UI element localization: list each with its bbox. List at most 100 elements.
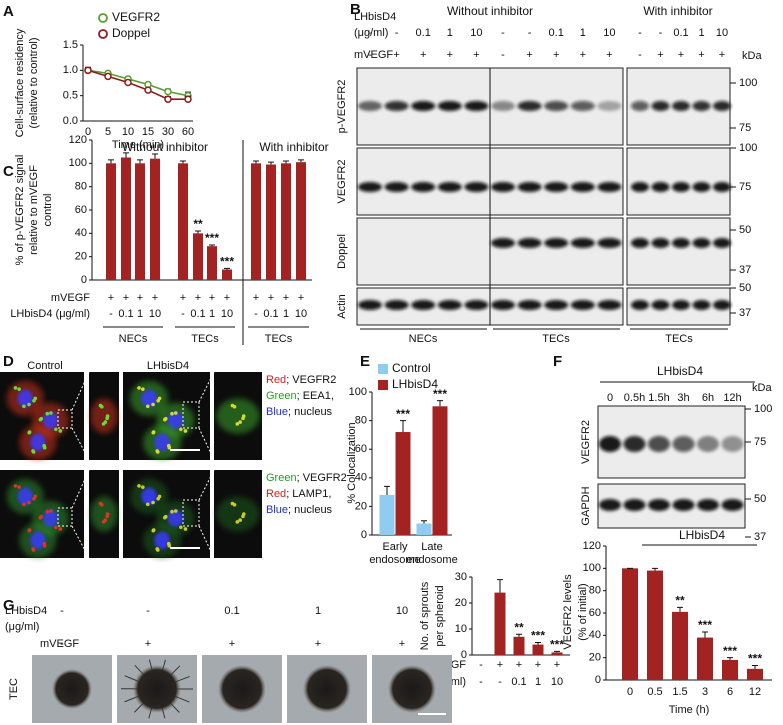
y-axis-label: % Colocalization: [346, 422, 358, 503]
bar: [150, 158, 160, 280]
error-bar: [421, 520, 427, 524]
channel-target: ; LAMP1,: [286, 488, 331, 500]
x-tick-label: 1: [283, 308, 289, 320]
vesicle: [58, 527, 63, 531]
lane-label: 6h: [702, 392, 714, 404]
channel-target: ; VEGFR2: [297, 472, 347, 484]
micrograph-content: [6, 380, 69, 460]
bar: [494, 592, 506, 655]
lane-label: +: [580, 49, 586, 61]
x-tick-label: 10: [149, 308, 161, 320]
header-label: LHbisD4: [679, 528, 725, 542]
bar: [379, 494, 395, 535]
blot-label: Doppel: [336, 234, 348, 269]
blot-label: VEGFR2: [336, 159, 348, 203]
lane-label: 3h: [677, 392, 689, 404]
error-bar: [497, 579, 503, 593]
kda-marker: 100: [754, 403, 772, 415]
channel-legend: Blue; nucleus: [266, 504, 333, 516]
kda-label: kDa: [742, 50, 762, 62]
blot: [597, 405, 746, 479]
x-tick-label: 12: [749, 686, 761, 698]
lane-label: +: [698, 49, 704, 61]
channel-color: Blue: [266, 406, 288, 418]
zoom-box: [182, 401, 200, 429]
lane-label: -: [638, 49, 642, 61]
error-bar: [400, 420, 406, 433]
error-bar: [516, 633, 522, 637]
vesicle: [105, 416, 109, 421]
bar: [513, 636, 525, 655]
band: [692, 101, 711, 111]
nucleus: [154, 531, 170, 550]
row-label: LHbisD4 (μg/ml): [10, 308, 90, 320]
band: [597, 238, 622, 248]
row-value: +: [137, 292, 143, 304]
x-tick-label: 0: [85, 126, 91, 138]
band: [672, 300, 690, 310]
lane-label: 1: [447, 27, 453, 39]
vesicle: [100, 404, 104, 409]
channel-legend: Green; EEA1,: [266, 390, 334, 402]
error-bar: [209, 244, 215, 247]
vesicle: [105, 514, 109, 519]
bar: [722, 659, 738, 680]
y-tick-label: 0: [461, 649, 467, 661]
column-value: +: [229, 638, 235, 650]
x-tick-label: 6: [727, 686, 733, 698]
vesicle: [137, 484, 141, 488]
point: [104, 72, 112, 81]
vesicle: [167, 445, 172, 450]
panel-letter: C: [3, 163, 14, 180]
vesicle: [173, 411, 178, 415]
lane-label: 10: [470, 27, 482, 39]
vesicle: [42, 543, 47, 548]
vesicle: [238, 420, 242, 424]
error-bar: [152, 153, 158, 159]
y-tick-label: 120: [69, 134, 87, 146]
significance-label: ***: [698, 618, 712, 632]
band: [692, 182, 711, 192]
bar: [532, 644, 544, 655]
band: [384, 101, 409, 111]
point: [184, 95, 192, 103]
lane-label: +: [420, 49, 426, 61]
band: [651, 182, 670, 192]
x-tick-label: 0.5: [647, 686, 662, 698]
channel-color: Green: [266, 472, 297, 484]
x-axis-label: Time (h): [669, 704, 710, 716]
x-tick-label: 1.5: [672, 686, 687, 698]
error-bar: [727, 657, 733, 660]
blot: [626, 147, 731, 216]
vesicle: [173, 509, 178, 513]
lane-label: -: [528, 27, 532, 39]
vesicle: [155, 449, 159, 453]
micrograph-content: [90, 398, 118, 434]
row-label: LHbisD4: [5, 605, 47, 617]
error-bar: [195, 230, 201, 234]
band: [672, 101, 690, 111]
nucleus: [42, 509, 58, 528]
x-tick-label: 0.1: [263, 308, 278, 320]
spheroid: [52, 669, 92, 709]
kda-marker: 37: [739, 264, 751, 276]
significance-label: ***: [433, 387, 447, 401]
vesicle: [17, 387, 21, 391]
lane-label: 0.1: [673, 27, 688, 39]
y-tick-label: 100: [583, 562, 601, 574]
panel-letter: F: [553, 353, 562, 370]
blot-label: Actin: [336, 294, 348, 318]
lane-label: +: [553, 49, 559, 61]
channel-target: ; VEGFR2: [286, 374, 336, 386]
y-tick-label: 80: [75, 181, 87, 193]
x-tick-label: Early endosome: [369, 541, 420, 566]
channel-color: Green: [266, 390, 297, 402]
panel-letter: A: [3, 3, 14, 20]
cell-label: TEC: [8, 678, 20, 700]
vesicle: [103, 420, 108, 424]
band: [672, 238, 690, 248]
bar: [178, 163, 188, 280]
band: [623, 499, 646, 511]
x-tick-label: 3: [702, 686, 708, 698]
vesicle: [232, 404, 237, 409]
